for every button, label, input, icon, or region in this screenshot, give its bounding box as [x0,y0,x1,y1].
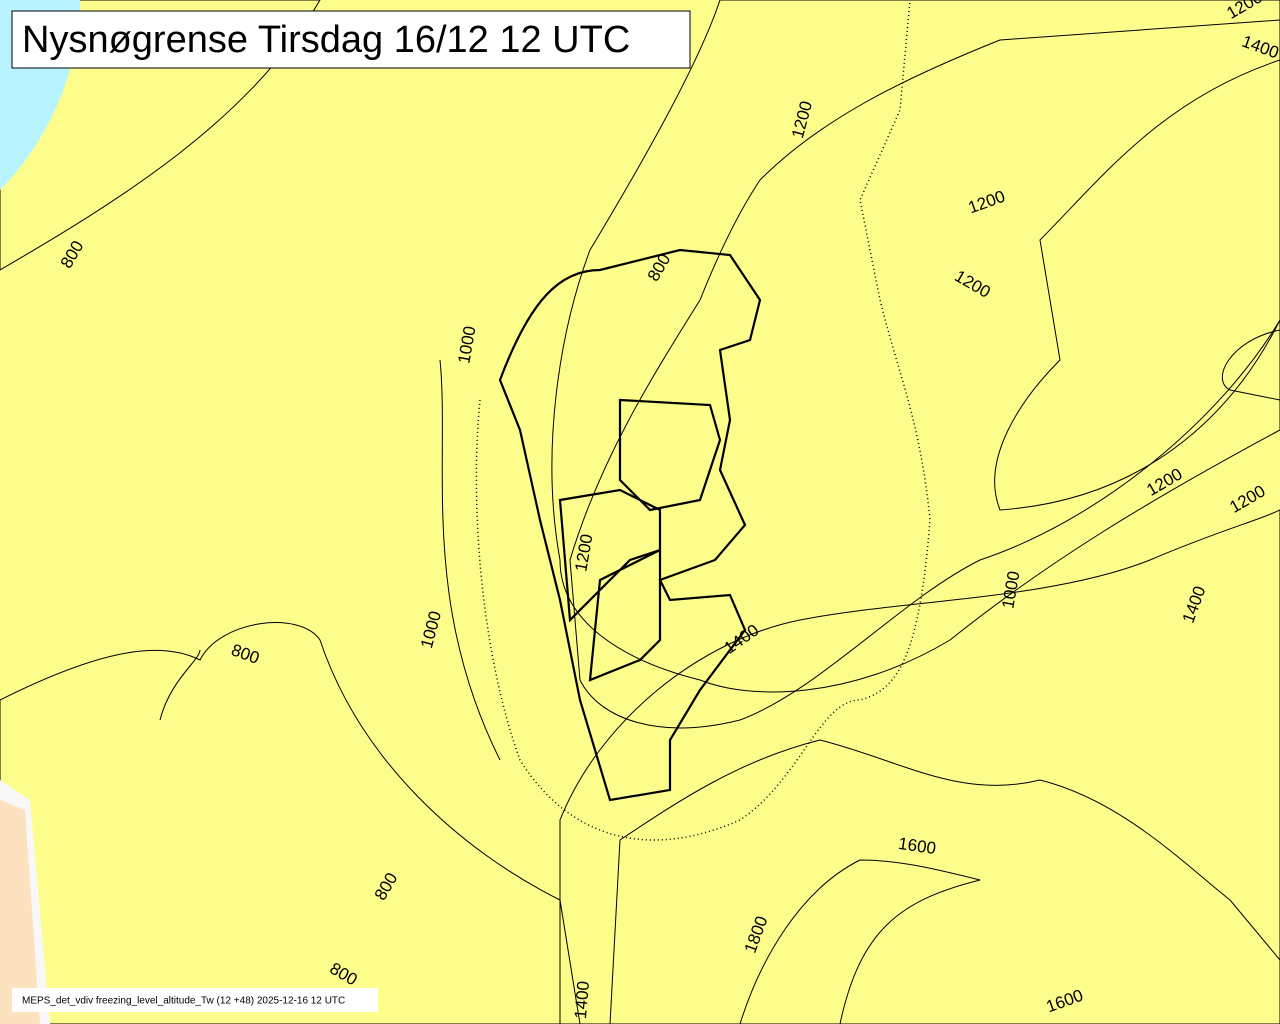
county-shapes [558,398,722,682]
footer: MEPS_det_vdiv freezing_level_altitude_Tw… [22,996,345,1007]
region-800-south [0,622,581,1024]
contour-label: 1400 [571,980,593,1019]
footer-box [12,988,378,1012]
region-1200-east [1221,329,1280,401]
title: Nysnøgrense Tirsdag 16/12 12 UTC [22,19,630,61]
region-1400 [559,509,1280,1024]
region-1400-north [994,59,1280,511]
region-land-pale [0,800,40,1024]
region-1800 [739,859,981,1024]
region-1000 [551,0,1280,693]
county-borders [498,248,762,802]
region-1200 [569,19,1280,729]
contour-lines [159,359,501,761]
title-box [11,10,691,69]
region-1600 [609,739,1280,1024]
